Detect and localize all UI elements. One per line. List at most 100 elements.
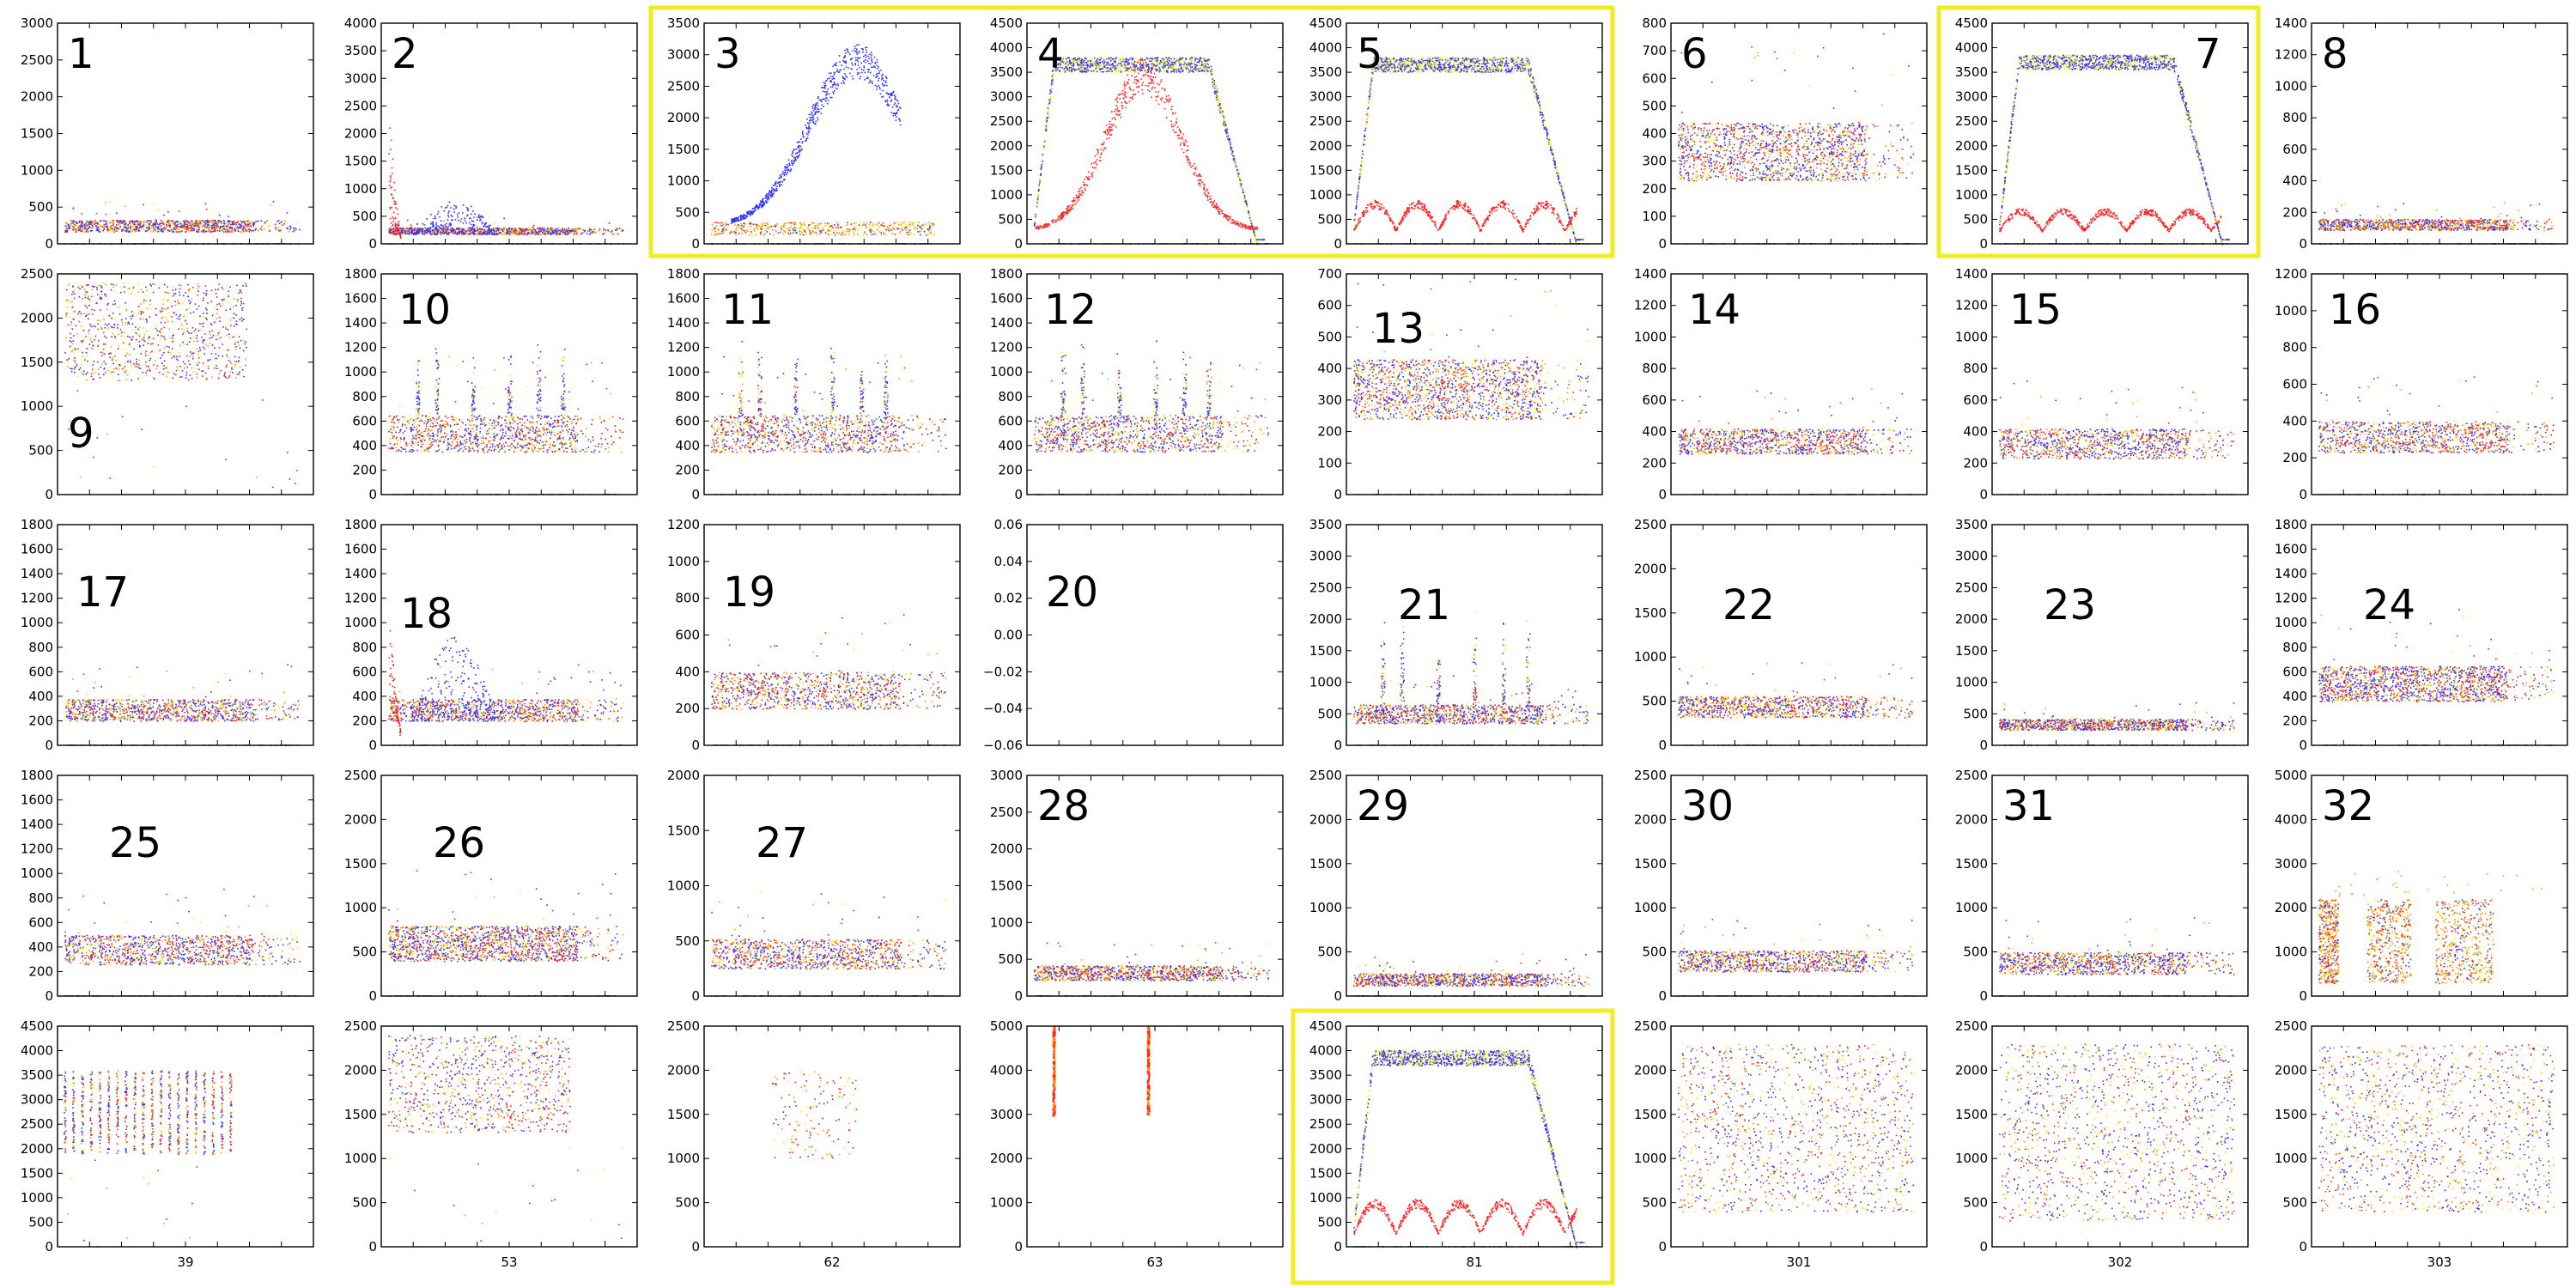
data-point	[92, 225, 94, 227]
data-point	[88, 231, 89, 233]
data-point	[106, 231, 108, 233]
data-point	[118, 224, 119, 226]
data-point	[240, 228, 242, 229]
data-point	[130, 231, 131, 233]
data-point	[139, 227, 141, 228]
data-point	[88, 226, 89, 228]
data-point	[196, 222, 197, 224]
data-point	[125, 226, 127, 228]
data-point	[250, 224, 252, 226]
data-point	[139, 230, 141, 232]
data-point	[124, 224, 125, 226]
data-point	[178, 228, 179, 230]
data-point	[184, 228, 185, 230]
data-point	[188, 222, 190, 223]
data-point	[208, 228, 210, 229]
data-point	[223, 231, 225, 233]
data-point	[210, 225, 212, 227]
data-point	[219, 221, 221, 222]
data-point	[92, 227, 94, 228]
data-point	[145, 230, 147, 232]
data-point	[219, 229, 221, 231]
data-point	[84, 231, 86, 233]
data-point	[164, 227, 166, 228]
panel-1-points	[64, 201, 301, 245]
data-point	[106, 221, 107, 222]
data-point	[125, 223, 127, 225]
data-point	[172, 223, 173, 225]
data-point	[241, 222, 243, 224]
data-point	[118, 223, 120, 225]
data-point	[224, 227, 226, 228]
data-point	[141, 224, 143, 226]
data-point	[162, 222, 164, 223]
data-point	[249, 231, 251, 233]
data-point	[190, 222, 191, 224]
data-point	[143, 228, 145, 230]
highlight-layer	[651, 8, 2258, 1283]
data-point	[146, 228, 148, 229]
data-point	[100, 229, 101, 231]
data-point	[116, 224, 118, 226]
data-point	[247, 222, 249, 224]
data-point	[82, 226, 83, 228]
data-point	[68, 228, 70, 229]
data-point	[120, 228, 122, 229]
data-point	[241, 225, 243, 227]
data-point	[233, 228, 234, 230]
data-point	[91, 230, 93, 232]
data-point	[237, 222, 239, 223]
data-point	[79, 221, 81, 222]
data-point	[138, 228, 140, 230]
data-point	[140, 226, 142, 228]
data-point	[221, 228, 222, 229]
data-point	[176, 231, 178, 233]
data-point	[243, 231, 245, 233]
data-point	[100, 226, 102, 228]
data-point	[108, 230, 110, 232]
data-point	[109, 229, 111, 231]
data-point	[179, 223, 181, 225]
data-point	[238, 220, 240, 222]
data-point	[200, 220, 202, 222]
data-point	[191, 225, 192, 227]
data-point	[191, 230, 192, 232]
data-point	[90, 230, 92, 232]
data-point	[120, 223, 122, 225]
data-point	[232, 230, 234, 232]
data-point	[68, 224, 70, 226]
data-point	[121, 222, 123, 224]
data-point	[201, 231, 203, 233]
data-point	[76, 230, 77, 232]
data-point	[161, 220, 162, 222]
data-point	[143, 221, 144, 222]
data-point	[183, 227, 185, 228]
data-point	[166, 227, 167, 228]
data-point	[153, 225, 155, 227]
data-point	[225, 231, 227, 233]
data-point	[248, 224, 250, 226]
data-point	[132, 227, 134, 228]
data-point	[184, 227, 185, 228]
data-point	[96, 229, 98, 231]
highlight-box-1	[651, 8, 1613, 256]
data-point	[74, 224, 76, 226]
data-point	[88, 228, 89, 229]
data-point	[213, 223, 215, 225]
data-point	[185, 224, 187, 226]
data-point	[167, 222, 168, 223]
data-point	[152, 225, 154, 227]
data-point	[112, 223, 114, 225]
data-point	[156, 231, 158, 233]
data-point	[69, 224, 70, 226]
data-point	[210, 231, 212, 233]
data-point	[193, 230, 195, 232]
data-point	[206, 227, 208, 228]
data-point	[157, 231, 159, 233]
data-point	[196, 231, 197, 233]
data-point	[141, 228, 143, 230]
data-point	[246, 221, 248, 222]
data-point	[132, 222, 134, 224]
